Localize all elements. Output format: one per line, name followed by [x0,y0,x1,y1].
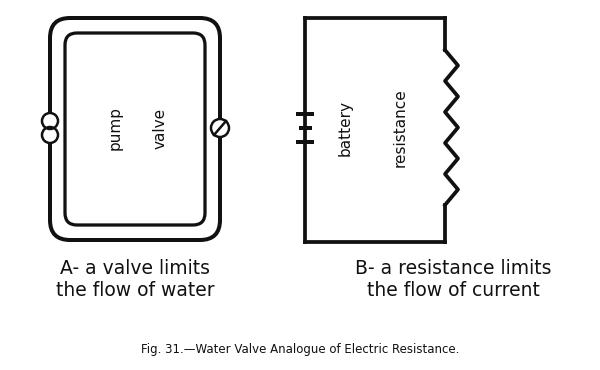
FancyBboxPatch shape [65,33,205,225]
Circle shape [42,113,58,129]
Text: the flow of water: the flow of water [56,280,214,299]
FancyBboxPatch shape [50,18,220,240]
Text: valve: valve [152,107,167,149]
Text: the flow of current: the flow of current [367,280,539,299]
Circle shape [42,127,58,143]
Text: resistance: resistance [392,89,407,167]
Text: battery: battery [337,100,353,156]
Text: Fig. 31.—Water Valve Analogue of Electric Resistance.: Fig. 31.—Water Valve Analogue of Electri… [141,343,459,357]
Circle shape [211,119,229,137]
Text: A- a valve limits: A- a valve limits [60,259,210,278]
Text: pump: pump [107,106,122,150]
Text: B- a resistance limits: B- a resistance limits [355,259,551,278]
